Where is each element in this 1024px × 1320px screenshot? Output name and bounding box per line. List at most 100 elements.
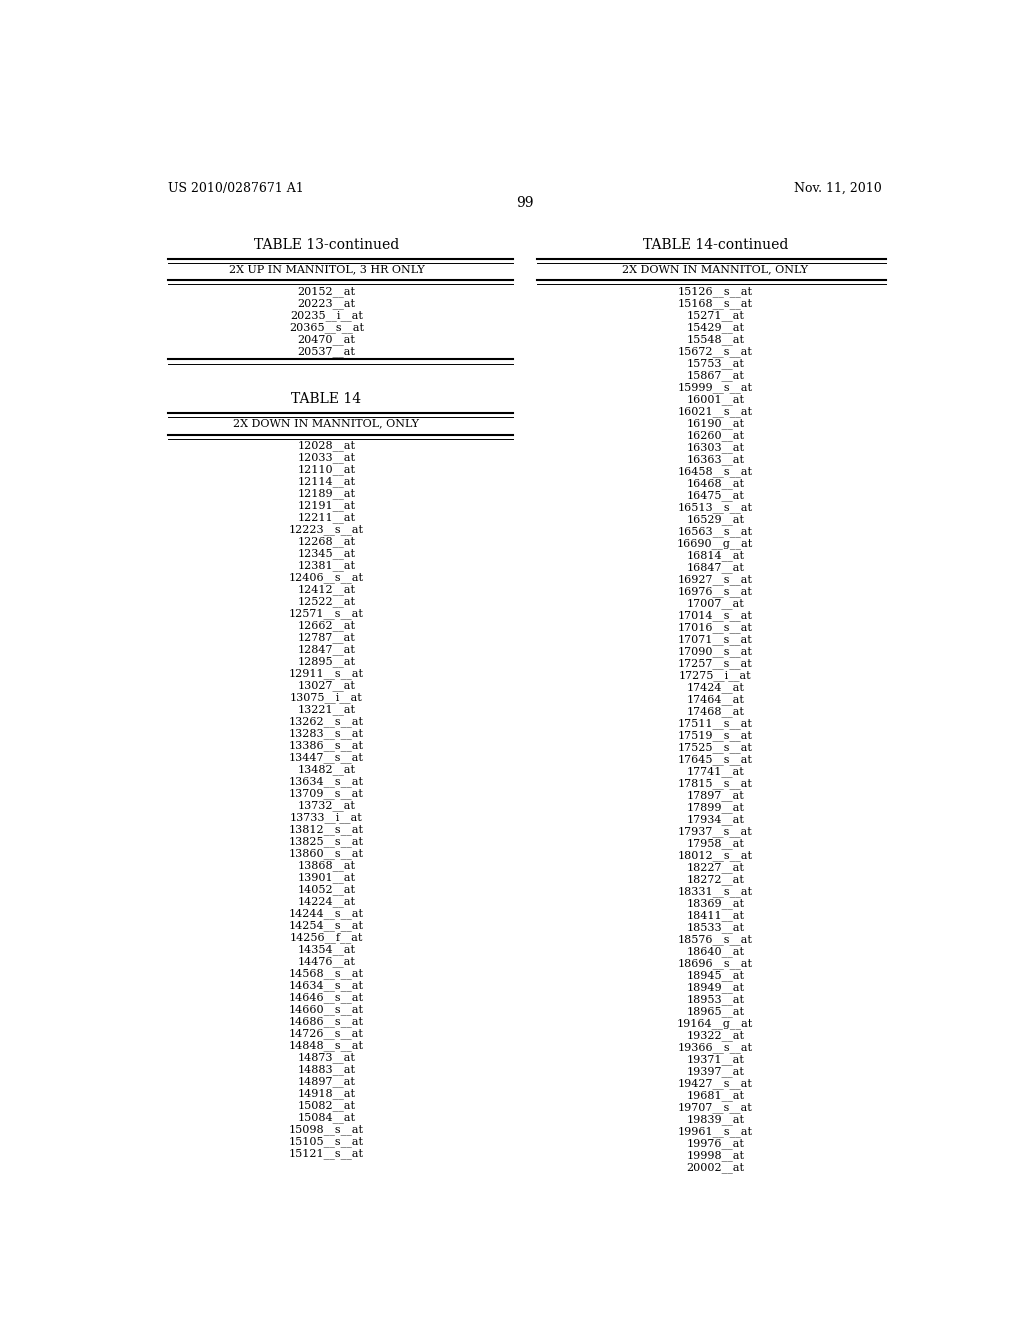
Text: 20002__at: 20002__at xyxy=(686,1162,744,1172)
Text: 14660__s__at: 14660__s__at xyxy=(289,1005,364,1015)
Text: 17958__at: 17958__at xyxy=(686,838,744,849)
Text: 17645__s__at: 17645__s__at xyxy=(678,754,753,764)
Text: 20152__at: 20152__at xyxy=(297,286,355,297)
Text: 12787__at: 12787__at xyxy=(298,632,355,643)
Text: 16927__s__at: 16927__s__at xyxy=(678,574,753,585)
Text: 16529__at: 16529__at xyxy=(686,515,744,525)
Text: 15999__s__at: 15999__s__at xyxy=(678,383,753,393)
Text: 15084__at: 15084__at xyxy=(297,1113,355,1123)
Text: 18369__at: 18369__at xyxy=(686,898,744,909)
Text: 14918__at: 14918__at xyxy=(297,1089,355,1100)
Text: 16814__at: 16814__at xyxy=(686,550,744,561)
Text: 18953__at: 18953__at xyxy=(686,994,744,1005)
Text: 12189__at: 12189__at xyxy=(297,488,355,499)
Text: 16190__at: 16190__at xyxy=(686,418,744,429)
Text: 19164__g__at: 19164__g__at xyxy=(677,1018,754,1028)
Text: 18640__at: 18640__at xyxy=(686,946,744,957)
Text: 17090__s__at: 17090__s__at xyxy=(678,647,753,657)
Text: 15548__at: 15548__at xyxy=(686,334,744,345)
Text: 16475__at: 16475__at xyxy=(686,490,744,502)
Text: 14726__s__at: 14726__s__at xyxy=(289,1028,364,1039)
Text: 18576__s__at: 18576__s__at xyxy=(678,935,753,945)
Text: 19371__at: 19371__at xyxy=(686,1055,744,1065)
Text: 17071__s__at: 17071__s__at xyxy=(678,635,753,645)
Text: 15082__at: 15082__at xyxy=(297,1101,355,1111)
Text: 19976__at: 19976__at xyxy=(686,1138,744,1148)
Text: 12571__s__at: 12571__s__at xyxy=(289,609,364,619)
Text: TABLE 13-continued: TABLE 13-continued xyxy=(254,238,399,252)
Text: 12381__at: 12381__at xyxy=(297,561,355,572)
Text: 12406__s__at: 12406__s__at xyxy=(289,573,364,583)
Text: 19427__s__at: 19427__s__at xyxy=(678,1078,753,1089)
Text: 14354__at: 14354__at xyxy=(297,945,355,956)
Text: 20365__s__at: 20365__s__at xyxy=(289,322,364,333)
Text: 16513__s__at: 16513__s__at xyxy=(678,503,753,513)
Text: 13901__at: 13901__at xyxy=(297,873,355,883)
Text: 18227__at: 18227__at xyxy=(686,862,744,873)
Text: 13482__at: 13482__at xyxy=(297,764,355,775)
Text: 18949__at: 18949__at xyxy=(686,982,744,993)
Text: 19681__at: 19681__at xyxy=(686,1090,744,1101)
Text: 16563__s__at: 16563__s__at xyxy=(678,527,753,537)
Text: 17007__at: 17007__at xyxy=(686,598,744,609)
Text: 19998__at: 19998__at xyxy=(686,1150,744,1160)
Text: 13075__i__at: 13075__i__at xyxy=(290,693,362,704)
Text: 19366__s__at: 19366__s__at xyxy=(678,1041,753,1053)
Text: 14256__f__at: 14256__f__at xyxy=(290,932,364,944)
Text: 13027__at: 13027__at xyxy=(297,681,355,692)
Text: 12110__at: 12110__at xyxy=(297,465,355,475)
Text: 12033__at: 12033__at xyxy=(297,453,355,463)
Text: 13283__s__at: 13283__s__at xyxy=(289,729,364,739)
Text: 12412__at: 12412__at xyxy=(297,585,355,595)
Text: 13825__s__at: 13825__s__at xyxy=(289,837,364,847)
Text: 12028__at: 12028__at xyxy=(297,441,355,451)
Text: 16001__at: 16001__at xyxy=(686,395,744,405)
Text: 18331__s__at: 18331__s__at xyxy=(678,886,753,896)
Text: 19839__at: 19839__at xyxy=(686,1114,744,1125)
Text: 12895__at: 12895__at xyxy=(297,656,355,668)
Text: 13868__at: 13868__at xyxy=(297,861,355,871)
Text: 13812__s__at: 13812__s__at xyxy=(289,825,364,836)
Text: 13262__s__at: 13262__s__at xyxy=(289,717,364,727)
Text: 14848__s__at: 14848__s__at xyxy=(289,1040,364,1051)
Text: 12345__at: 12345__at xyxy=(297,549,355,560)
Text: 17511__s__at: 17511__s__at xyxy=(678,718,753,729)
Text: 14883__at: 14883__at xyxy=(297,1064,355,1074)
Text: 14254__s__at: 14254__s__at xyxy=(289,920,364,931)
Text: 18945__at: 18945__at xyxy=(686,970,744,981)
Text: 18411__at: 18411__at xyxy=(686,909,744,921)
Text: 16021__s__at: 16021__s__at xyxy=(678,407,753,417)
Text: 14224__at: 14224__at xyxy=(297,896,355,907)
Text: 19961__s__at: 19961__s__at xyxy=(678,1126,753,1137)
Text: 17937__s__at: 17937__s__at xyxy=(678,826,753,837)
Text: 16458__s__at: 16458__s__at xyxy=(678,466,753,477)
Text: 17424__at: 17424__at xyxy=(686,682,744,693)
Text: 12911__s__at: 12911__s__at xyxy=(289,669,364,680)
Text: 2X UP IN MANNITOL, 3 HR ONLY: 2X UP IN MANNITOL, 3 HR ONLY xyxy=(228,264,424,275)
Text: 20537__at: 20537__at xyxy=(297,346,355,358)
Text: 18012__s__at: 18012__s__at xyxy=(678,850,753,861)
Text: 15098__s__at: 15098__s__at xyxy=(289,1125,364,1135)
Text: 20223__at: 20223__at xyxy=(297,298,355,309)
Text: 13733__i__at: 13733__i__at xyxy=(290,813,362,824)
Text: 14052__at: 14052__at xyxy=(297,884,355,895)
Text: 17468__at: 17468__at xyxy=(686,706,744,717)
Text: 18533__at: 18533__at xyxy=(686,923,744,933)
Text: 17275__i__at: 17275__i__at xyxy=(679,671,752,681)
Text: 13860__s__at: 13860__s__at xyxy=(289,849,364,859)
Text: 15867__at: 15867__at xyxy=(686,371,744,381)
Text: TABLE 14-continued: TABLE 14-continued xyxy=(643,238,787,252)
Text: 14634__s__at: 14634__s__at xyxy=(289,981,364,991)
Text: 12662__at: 12662__at xyxy=(297,620,355,631)
Text: 14568__s__at: 14568__s__at xyxy=(289,969,364,979)
Text: 14646__s__at: 14646__s__at xyxy=(289,993,364,1003)
Text: 19397__at: 19397__at xyxy=(686,1067,744,1077)
Text: 18272__at: 18272__at xyxy=(686,874,744,884)
Text: 14244__s__at: 14244__s__at xyxy=(289,908,364,919)
Text: 16303__at: 16303__at xyxy=(686,442,744,453)
Text: 13221__at: 13221__at xyxy=(297,705,355,715)
Text: 14897__at: 14897__at xyxy=(297,1076,355,1088)
Text: 13709__s__at: 13709__s__at xyxy=(289,788,364,800)
Text: 16690__g__at: 16690__g__at xyxy=(677,539,754,549)
Text: 17016__s__at: 17016__s__at xyxy=(678,622,753,634)
